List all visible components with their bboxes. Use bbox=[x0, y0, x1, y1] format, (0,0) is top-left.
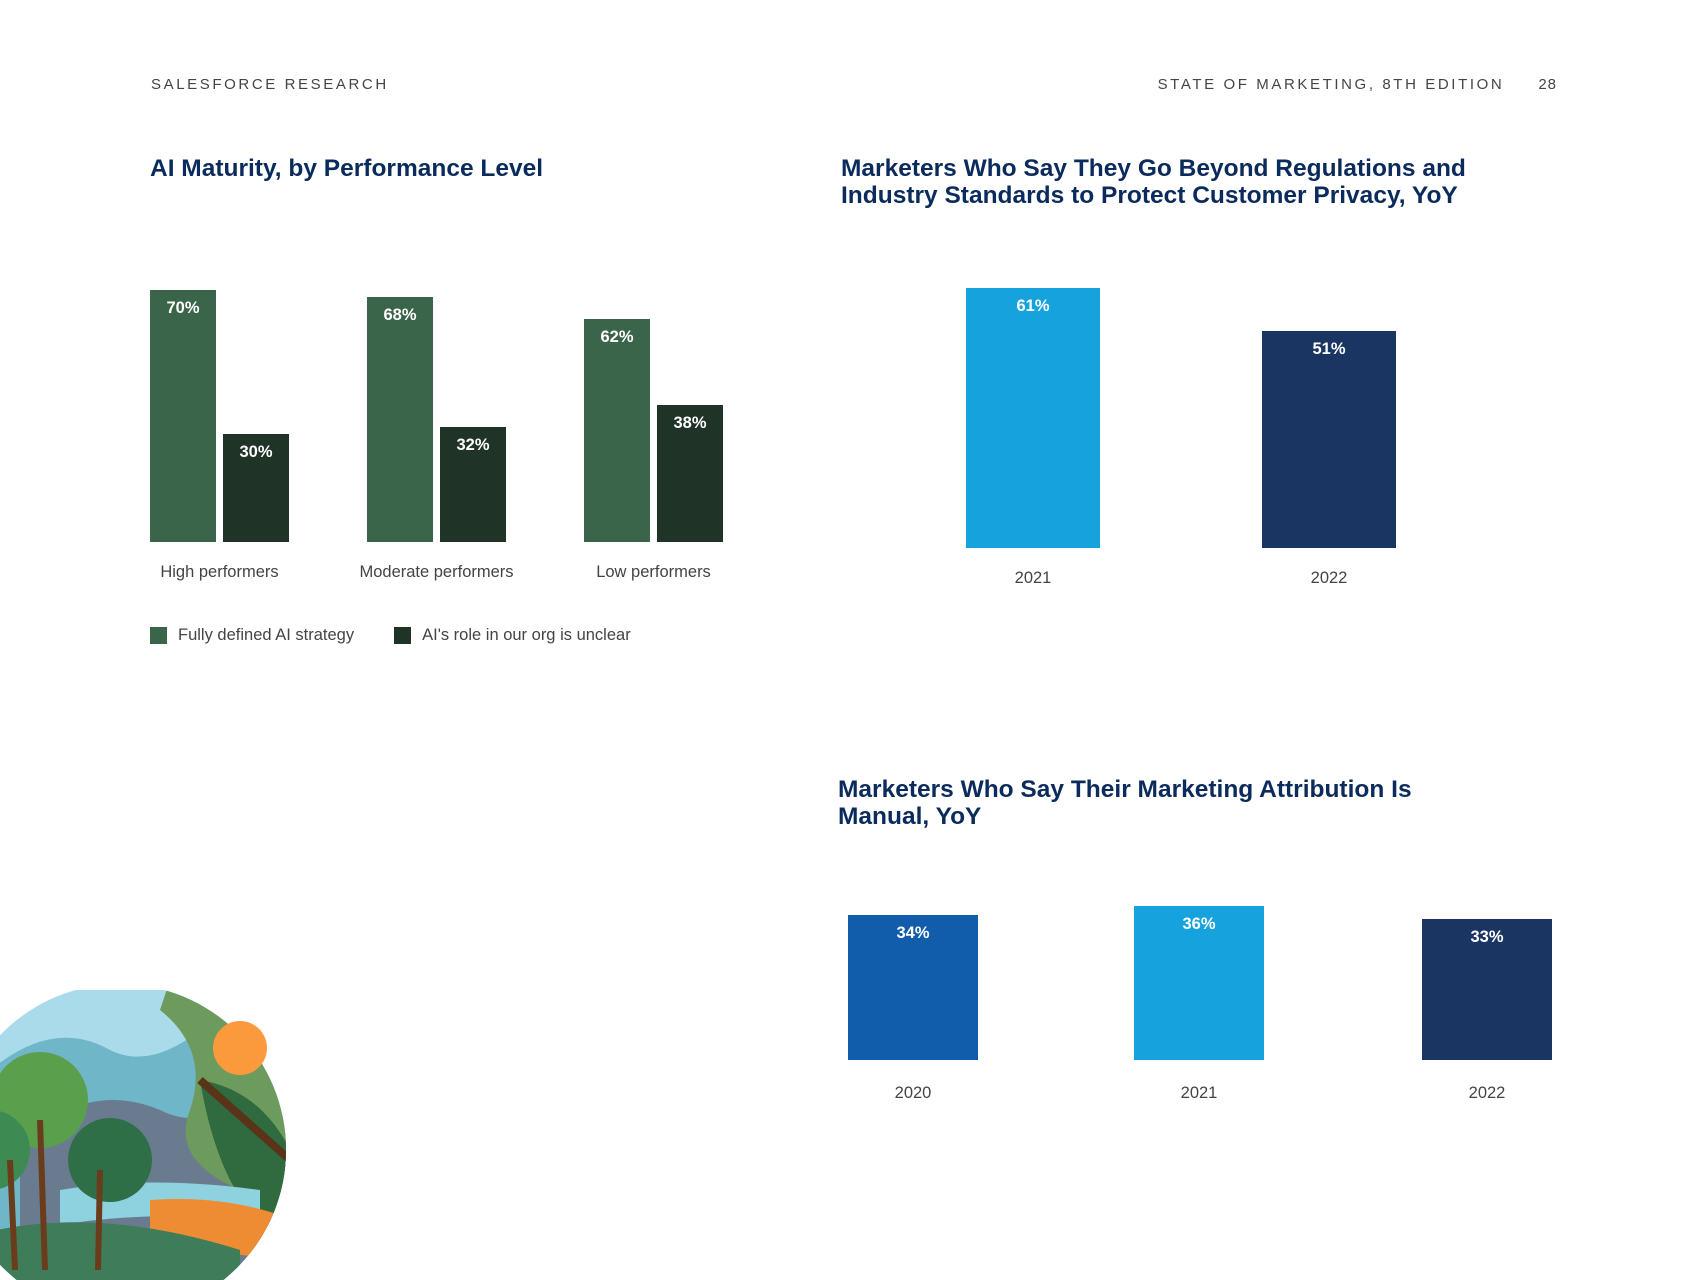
chart3-data-label: 36% bbox=[1182, 915, 1216, 933]
chart1-data-label: 68% bbox=[383, 306, 417, 325]
chart2-bar: 51% bbox=[1262, 330, 1396, 548]
landscape-illustration bbox=[0, 990, 286, 1280]
chart1-category-label: Moderate performers bbox=[359, 563, 514, 581]
chart3-bars: 34% 36% 33% bbox=[838, 906, 1558, 1060]
chart1-category-label: Low performers bbox=[596, 563, 711, 581]
chart1-category-label: High performers bbox=[160, 563, 279, 581]
sun-icon bbox=[213, 1021, 267, 1075]
report-edition: STATE OF MARKETING, 8TH EDITION bbox=[1157, 76, 1505, 93]
report-source: SALESFORCE RESEARCH bbox=[151, 76, 389, 93]
report-title-bar: STATE OF MARKETING, 8TH EDITION 28 bbox=[1158, 76, 1557, 93]
chart1-bar: 38% bbox=[657, 405, 723, 542]
chart1-data-label: 62% bbox=[600, 327, 634, 346]
chart1-data-label: 32% bbox=[456, 435, 490, 454]
chart2-bars: 61% 51% bbox=[841, 288, 1501, 548]
chart3-title: Marketers Who Say Their Marketing Attrib… bbox=[838, 776, 1412, 830]
chart1-bar: 30% bbox=[223, 434, 289, 542]
chart1-data-label: 70% bbox=[166, 299, 200, 317]
legend-swatch-unclear bbox=[394, 627, 412, 644]
chart2-plot: 61% 51% 2021 2022 bbox=[841, 288, 1501, 587]
chart2-category-label: 2022 bbox=[1310, 569, 1348, 587]
chart1-title: AI Maturity, by Performance Level bbox=[150, 155, 544, 182]
chart3-bar: 34% bbox=[848, 914, 978, 1060]
legend-label-unclear: AI's role in our org is unclear bbox=[422, 626, 631, 644]
chart3-bar: 36% bbox=[1134, 906, 1264, 1060]
chart1-bar: 68% bbox=[367, 297, 433, 542]
chart2-data-label: 51% bbox=[1312, 339, 1346, 358]
chart1-legend: Fully defined AI strategy AI's role in o… bbox=[150, 626, 671, 645]
legend-item-strategy: Fully defined AI strategy bbox=[150, 626, 354, 645]
chart1-data-label: 30% bbox=[239, 443, 273, 461]
chart1-bar: 32% bbox=[440, 426, 506, 542]
chart1-plot: 70% 30% 68% 32% 62% 38% High performers Moderat… bbox=[150, 290, 730, 581]
chart1-bar: 62% bbox=[584, 318, 650, 542]
chart1-bar: 70% bbox=[150, 290, 216, 542]
chart3-plot: 34% 36% 33% 2020 2021 2022 bbox=[838, 906, 1558, 1116]
chart1-bars: 70% 30% 68% 32% 62% 38% bbox=[150, 290, 730, 542]
legend-item-unclear: AI's role in our org is unclear bbox=[394, 626, 631, 645]
chart2-title: Marketers Who Say They Go Beyond Regulat… bbox=[841, 155, 1466, 209]
chart3-category-label: 2022 bbox=[1468, 1084, 1506, 1102]
chart1-data-label: 38% bbox=[673, 414, 707, 433]
chart2-data-label: 61% bbox=[1016, 297, 1050, 315]
chart3-category-label: 2020 bbox=[894, 1084, 932, 1102]
chart3-bar: 33% bbox=[1422, 918, 1552, 1060]
legend-label-strategy: Fully defined AI strategy bbox=[178, 626, 355, 644]
chart2-bar: 61% bbox=[966, 288, 1100, 548]
chart2-category-label: 2021 bbox=[1014, 569, 1052, 587]
legend-swatch-strategy bbox=[150, 627, 167, 644]
chart3-data-label: 33% bbox=[1470, 927, 1504, 946]
chart3-data-label: 34% bbox=[896, 923, 930, 942]
chart3-category-label: 2021 bbox=[1180, 1084, 1218, 1102]
page-number: 28 bbox=[1538, 76, 1557, 93]
